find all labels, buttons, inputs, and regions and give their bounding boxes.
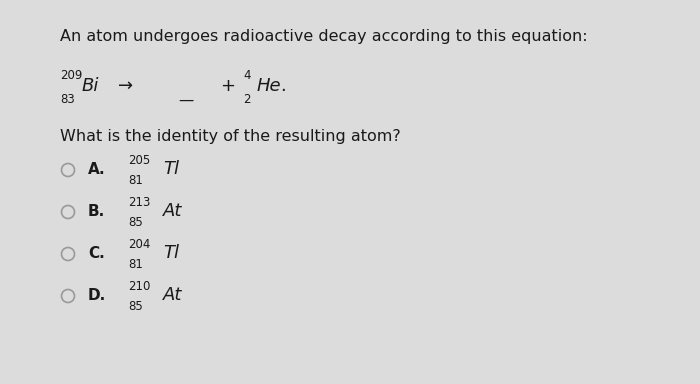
Text: 85: 85: [128, 300, 143, 313]
Text: He: He: [257, 77, 281, 95]
Text: —: —: [178, 93, 193, 108]
Text: 81: 81: [128, 258, 143, 271]
Text: At: At: [163, 202, 183, 220]
Text: B.: B.: [88, 204, 105, 219]
Text: 213: 213: [128, 196, 150, 209]
Text: 85: 85: [128, 216, 143, 229]
Text: 4: 4: [243, 69, 251, 82]
Text: 210: 210: [128, 280, 150, 293]
Text: C.: C.: [88, 246, 105, 261]
Text: Bi: Bi: [82, 77, 99, 95]
Text: At: At: [163, 286, 183, 304]
Text: 81: 81: [128, 174, 143, 187]
Text: An atom undergoes radioactive decay according to this equation:: An atom undergoes radioactive decay acco…: [60, 29, 587, 44]
Text: A.: A.: [88, 162, 106, 177]
Text: 2: 2: [243, 93, 251, 106]
Text: 83: 83: [60, 93, 75, 106]
Text: 205: 205: [128, 154, 150, 167]
Text: .: .: [280, 77, 286, 95]
Text: 209: 209: [60, 69, 83, 82]
Text: 204: 204: [128, 238, 150, 251]
Text: →: →: [118, 77, 133, 95]
Text: What is the identity of the resulting atom?: What is the identity of the resulting at…: [60, 129, 400, 144]
Text: Tl: Tl: [163, 160, 179, 178]
Text: Tl: Tl: [163, 244, 179, 262]
Text: +: +: [220, 77, 235, 95]
Text: D.: D.: [88, 288, 106, 303]
